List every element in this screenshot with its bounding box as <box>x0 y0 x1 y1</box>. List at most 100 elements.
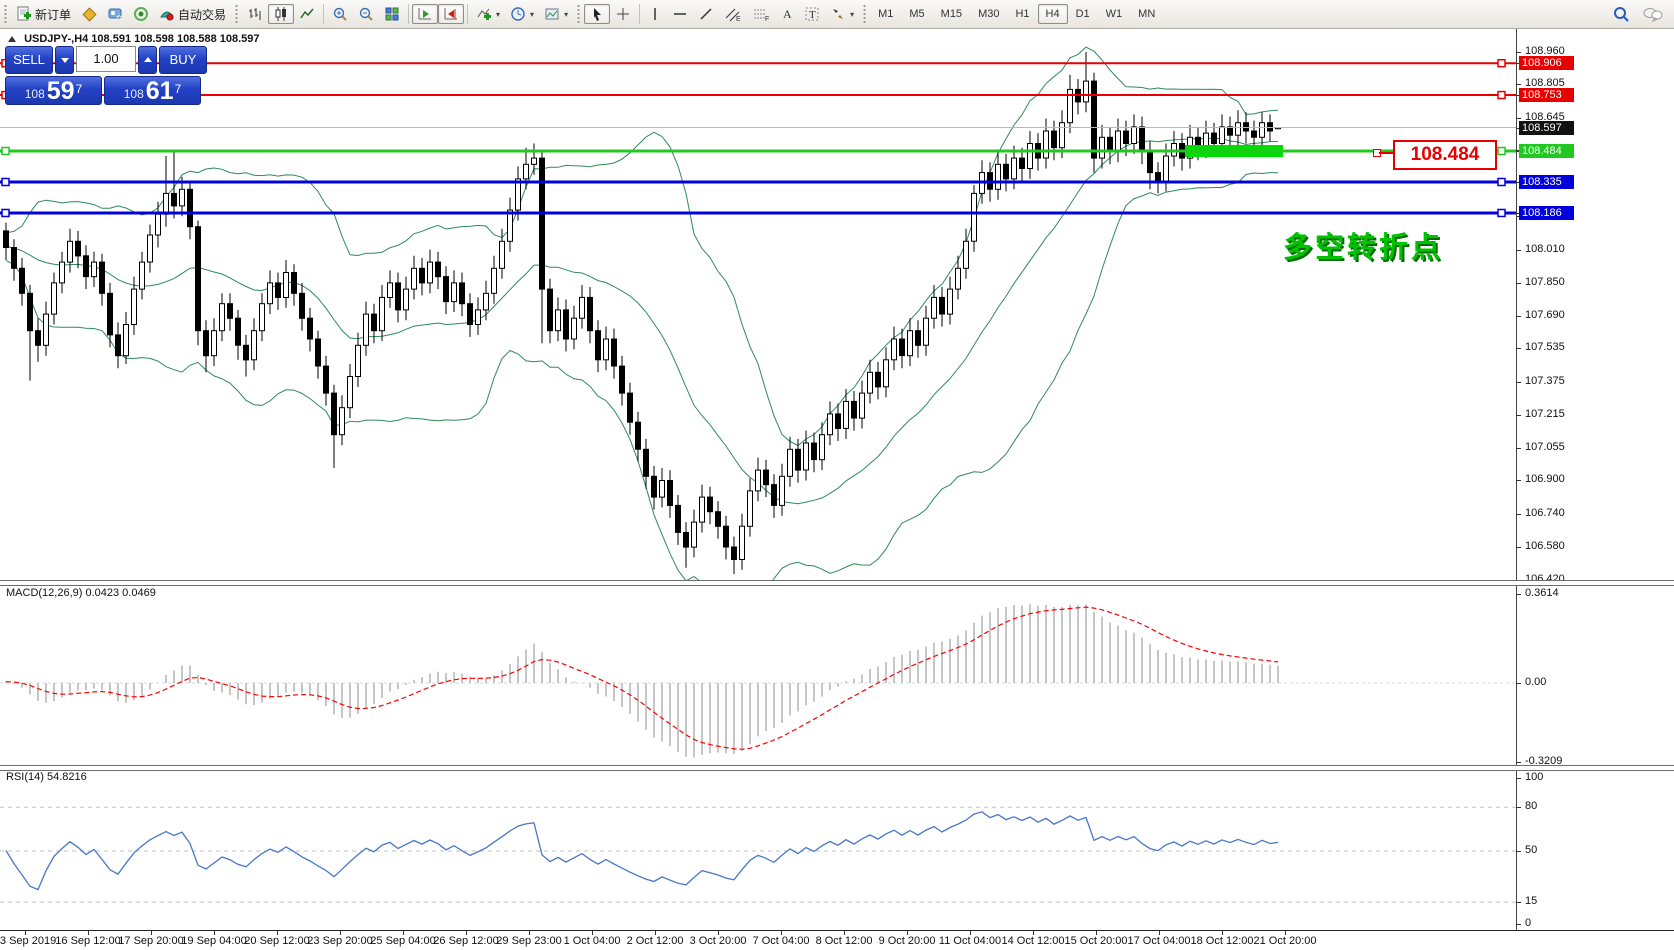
axis-label: -0.3209 <box>1525 754 1563 767</box>
buy-button[interactable]: BUY <box>159 46 207 74</box>
zoom-out-button[interactable] <box>353 4 379 24</box>
axis-label: 80 <box>1525 800 1538 813</box>
axis-label: 108.010 <box>1525 242 1565 255</box>
tile-windows-icon <box>385 7 399 21</box>
autotrading-button[interactable]: 自动交易 <box>154 4 231 24</box>
timeframe-button-h1[interactable]: H1 <box>1015 8 1030 20</box>
annotation-note[interactable]: 多空转折点 <box>1283 232 1444 264</box>
horizontal-line-button[interactable] <box>667 4 693 24</box>
signal-icon <box>133 6 149 22</box>
text-icon: A <box>783 7 792 21</box>
price-axis[interactable]: 108.960108.805108.645108.490108.335108.1… <box>1516 29 1674 930</box>
auto-scroll-button[interactable] <box>412 4 439 24</box>
axis-label: 100 <box>1525 771 1544 783</box>
sell-price-pips: 7 <box>75 82 83 96</box>
trendline-button[interactable] <box>693 4 719 24</box>
indicators-button[interactable]: ▾ <box>471 4 505 24</box>
main-chart-plot[interactable] <box>0 29 1516 581</box>
periods-button[interactable]: ▾ <box>505 4 539 24</box>
cursor-button[interactable] <box>584 4 611 24</box>
timeframe-button-m1[interactable]: M1 <box>878 8 894 20</box>
autotrading-icon <box>159 6 175 22</box>
vertical-line-icon <box>654 8 656 20</box>
time-axis-label: 20 Sep 12:00 <box>244 935 310 947</box>
axis-label: 107.535 <box>1525 341 1565 354</box>
price-line-label: 108.597 <box>1519 120 1574 135</box>
line-chart-button[interactable] <box>294 4 320 24</box>
horizontal-line-icon <box>674 13 687 15</box>
sell-price-button[interactable]: 108 59 7 <box>5 76 102 105</box>
collapse-panel-icon[interactable] <box>8 36 16 42</box>
price-callout-label[interactable]: 108.484 <box>1393 140 1497 170</box>
bars-chart-button[interactable] <box>242 4 268 24</box>
timeframe-button-m30[interactable]: M30 <box>978 8 1000 20</box>
fibonacci-icon: F <box>754 9 769 22</box>
timeframe-button-m15[interactable]: M15 <box>940 8 963 20</box>
buy-price-prefix: 108 <box>123 87 144 101</box>
bollinger-band <box>5 137 1279 505</box>
sell-button[interactable]: SELL <box>5 46 53 74</box>
axis-label: 50 <box>1525 844 1538 856</box>
zoom-in-button[interactable] <box>327 4 353 24</box>
toolbar-grip[interactable] <box>576 5 582 23</box>
panel-divider[interactable] <box>0 580 1674 586</box>
toolbar-grip[interactable] <box>862 5 868 23</box>
equidistant-channel-icon: E <box>725 8 741 22</box>
bollinger-band <box>5 172 1279 581</box>
search-icon[interactable] <box>1612 5 1630 23</box>
vertical-line-button[interactable] <box>643 4 667 24</box>
axis-label: 108.960 <box>1525 45 1565 57</box>
macd-plot[interactable] <box>0 583 1516 766</box>
rsi-label: RSI(14) 54.8216 <box>6 771 87 783</box>
chart-shift-icon <box>444 8 458 20</box>
timeframe-button-w1[interactable]: W1 <box>1105 8 1123 20</box>
time-axis-label: 9 Oct 20:00 <box>878 935 936 947</box>
buy-price-pips: 7 <box>174 82 182 96</box>
timeframe-button-m5[interactable]: M5 <box>909 8 925 20</box>
time-axis-label: 2 Oct 12:00 <box>626 935 684 947</box>
buy-price-button[interactable]: 108 61 7 <box>104 76 201 105</box>
svg-text:T: T <box>809 9 816 21</box>
timeframe-button-mn[interactable]: MN <box>1138 8 1156 20</box>
text-label-icon: T <box>805 7 819 21</box>
bars-chart-icon <box>249 8 261 20</box>
axis-label: 107.850 <box>1525 275 1565 288</box>
axis-label: 107.690 <box>1525 309 1565 322</box>
arrows-icon <box>833 9 844 19</box>
time-axis-label: 23 Sep 20:00 <box>307 935 373 947</box>
price-line-label: 108.484 <box>1519 144 1574 158</box>
marketwatch-button[interactable] <box>76 4 102 24</box>
fibonacci-button[interactable]: F <box>747 4 775 24</box>
crosshair-button[interactable] <box>610 4 636 24</box>
volume-input[interactable]: 1.00 <box>75 46 137 72</box>
toolbar-grip[interactable] <box>3 5 8 23</box>
time-axis-label: 21 Oct 20:00 <box>1253 935 1317 947</box>
rsi-plot[interactable] <box>0 768 1516 930</box>
profiles-button[interactable] <box>102 4 128 24</box>
time-axis[interactable]: 13 Sep 2019 16 Sep 12:00 17 Sep 20:00 19 Se… <box>0 931 1674 950</box>
templates-icon <box>545 8 559 20</box>
equidistant-channel-button[interactable]: E <box>719 4 747 24</box>
chart-shift-button[interactable] <box>438 4 465 24</box>
candlestick-chart-button[interactable] <box>268 4 295 24</box>
svg-text:A: A <box>783 7 792 21</box>
signal-button[interactable] <box>128 4 154 24</box>
text-label-button[interactable]: T <box>799 4 825 24</box>
axis-label: 0.3614 <box>1525 587 1559 600</box>
new-order-button[interactable]: 新订单 <box>11 4 76 24</box>
chat-icon[interactable] <box>1642 5 1664 23</box>
timeframe-button-h4[interactable]: H4 <box>1037 4 1068 24</box>
triangle-down-icon <box>61 58 69 63</box>
time-axis-label: 1 Oct 04:00 <box>563 935 621 947</box>
timeframe-button-d1[interactable]: D1 <box>1075 8 1090 20</box>
candlestick-chart-icon <box>275 7 287 21</box>
volume-increase-button[interactable] <box>138 46 157 74</box>
time-axis-label: 18 Oct 12:00 <box>1190 935 1254 947</box>
panel-divider[interactable] <box>0 765 1674 771</box>
templates-button[interactable]: ▾ <box>539 4 573 24</box>
arrows-button[interactable]: ▾ <box>825 4 859 24</box>
tile-windows-button[interactable] <box>379 4 405 24</box>
toolbar-grip[interactable] <box>234 5 240 23</box>
volume-decrease-button[interactable] <box>55 46 74 74</box>
text-button[interactable]: A <box>775 4 799 24</box>
